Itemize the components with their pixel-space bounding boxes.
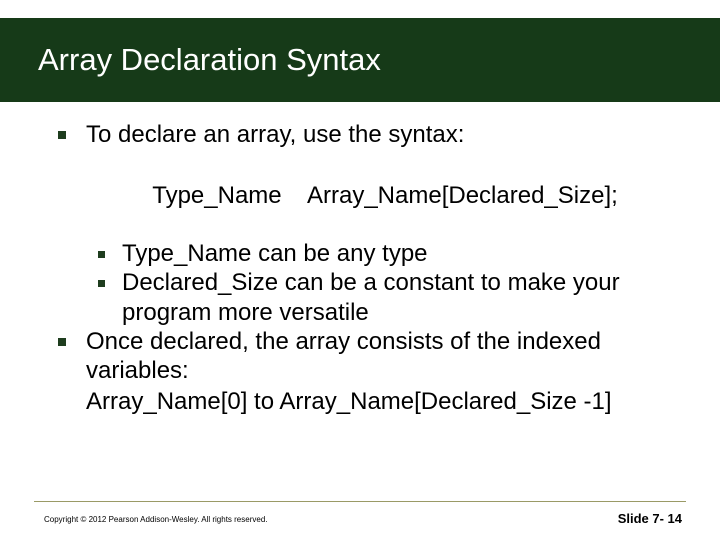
bullet-1-sub-1: Type_Name can be any type: [86, 239, 680, 268]
bullet-2-line2: Array_Name[0] to Array_Name[Declared_Siz…: [86, 388, 612, 415]
bullet-1-line1: To declare an array, use the syntax:: [86, 121, 464, 148]
bullet-2-continuation: Array_Name[0] to Array_Name[Declared_Siz…: [50, 387, 680, 416]
bullet-1-sub-2: Declared_Size can be a constant to make …: [86, 268, 680, 327]
slide-title: Array Declaration Syntax: [38, 42, 381, 78]
slide: Array Declaration Syntax To declare an a…: [0, 0, 720, 540]
bullet-list: To declare an array, use the syntax: Typ…: [50, 120, 680, 417]
title-band: Array Declaration Syntax: [0, 18, 720, 102]
bullet-1-line2: Type_Name Array_Name[Declared_Size];: [139, 182, 617, 209]
bullet-1-continuation: Type_Name Array_Name[Declared_Size];: [50, 151, 680, 239]
bullet-2-line1: Once declared, the array consists of the…: [86, 328, 601, 384]
bullet-1-sub-1-text: Type_Name can be any type: [122, 240, 428, 267]
copyright-text: Copyright © 2012 Pearson Addison-Wesley.…: [44, 515, 268, 524]
bullet-1-sub-2-text: Declared_Size can be a constant to make …: [122, 269, 620, 325]
footer-divider: [34, 501, 686, 502]
slide-number: Slide 7- 14: [618, 511, 682, 526]
bullet-1: To declare an array, use the syntax:: [50, 120, 680, 149]
content-area: To declare an array, use the syntax: Typ…: [50, 120, 680, 417]
bullet-2: Once declared, the array consists of the…: [50, 327, 680, 386]
